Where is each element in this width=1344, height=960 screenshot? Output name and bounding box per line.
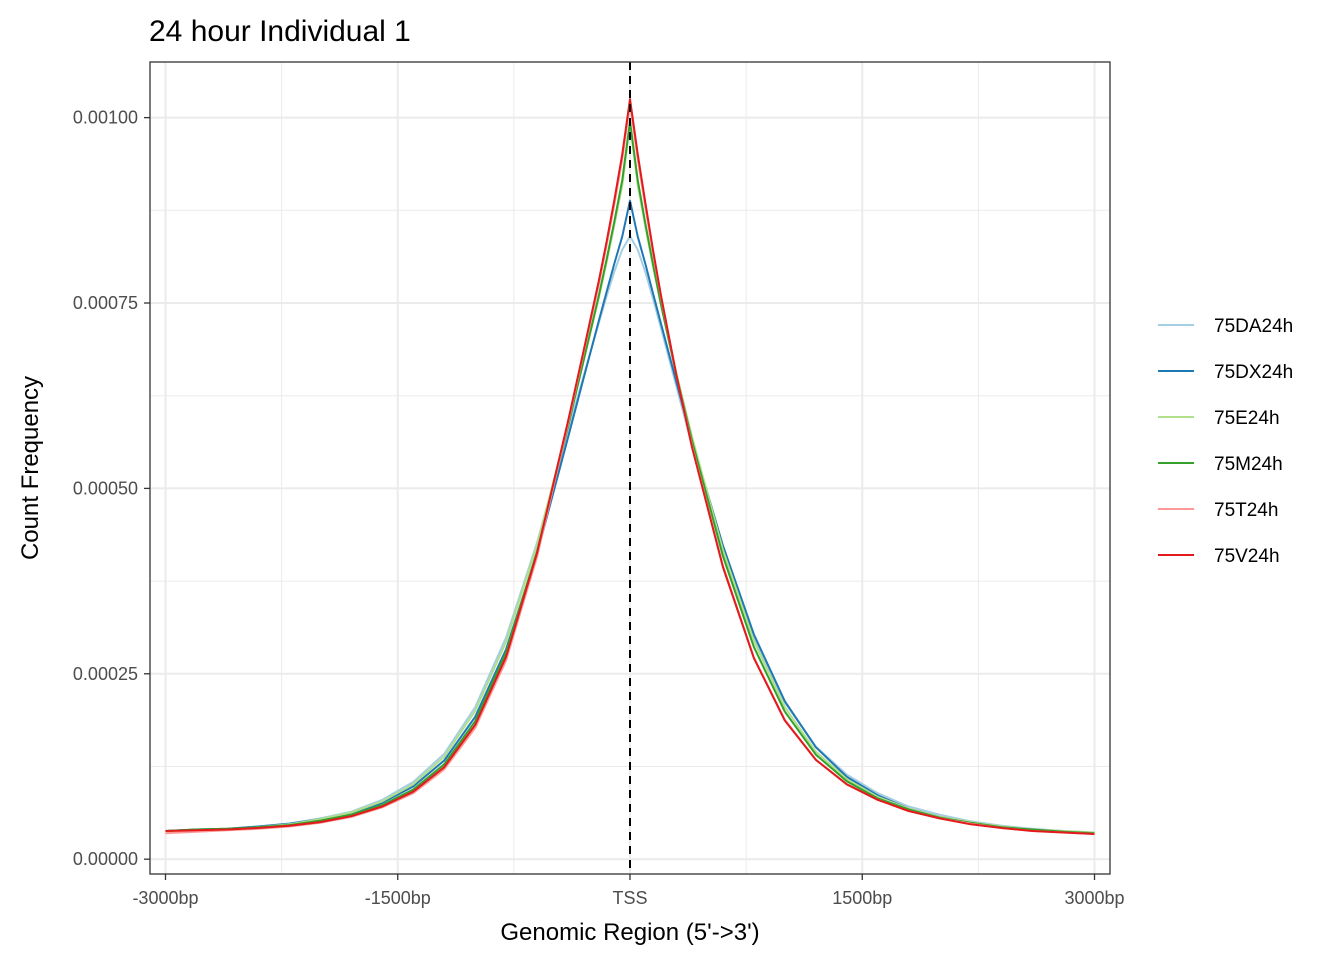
legend-item-75M24h: 75M24h [1158,454,1283,475]
legend-item-75DA24h: 75DA24h [1158,316,1293,337]
plot-panel [149,61,1111,875]
legend-label: 75V24h [1214,546,1280,567]
y-tick-label: 0.00050 [73,478,138,498]
x-axis-title: Genomic Region (5'->3') [500,919,759,946]
legend-label: 75DX24h [1214,362,1293,383]
x-tick-label: 1500bp [832,888,892,908]
legend-item-75DX24h: 75DX24h [1158,362,1293,383]
legend: 75DA24h 75DX24h 75E24h 75M24h 75T24h 75V24h [1158,316,1293,567]
y-tick-label: 0.00000 [73,849,138,869]
x-tick-label: TSS [612,888,647,908]
y-axis-title: Count Frequency [17,376,44,560]
legend-label: 75E24h [1214,408,1280,429]
x-axis: -3000bp -1500bp TSS 1500bp 3000bp [132,874,1125,908]
y-tick-label: 0.00025 [73,664,138,684]
legend-item-75V24h: 75V24h [1158,546,1280,567]
x-tick-label: 3000bp [1064,888,1124,908]
series-line-75V24h [165,98,1095,835]
legend-label: 75DA24h [1214,316,1293,337]
x-tick-label: -3000bp [132,888,198,908]
y-tick-label: 0.00075 [73,293,138,313]
legend-item-75T24h: 75T24h [1158,500,1278,521]
y-axis: 0.00000 0.00025 0.00050 0.00075 0.00100 [73,108,150,869]
chart-title: 24 hour Individual 1 [149,15,411,48]
y-tick-label: 0.00100 [73,108,138,128]
legend-label: 75T24h [1214,500,1278,521]
x-tick-label: -1500bp [365,888,431,908]
legend-label: 75M24h [1214,454,1283,475]
legend-item-75E24h: 75E24h [1158,408,1280,429]
